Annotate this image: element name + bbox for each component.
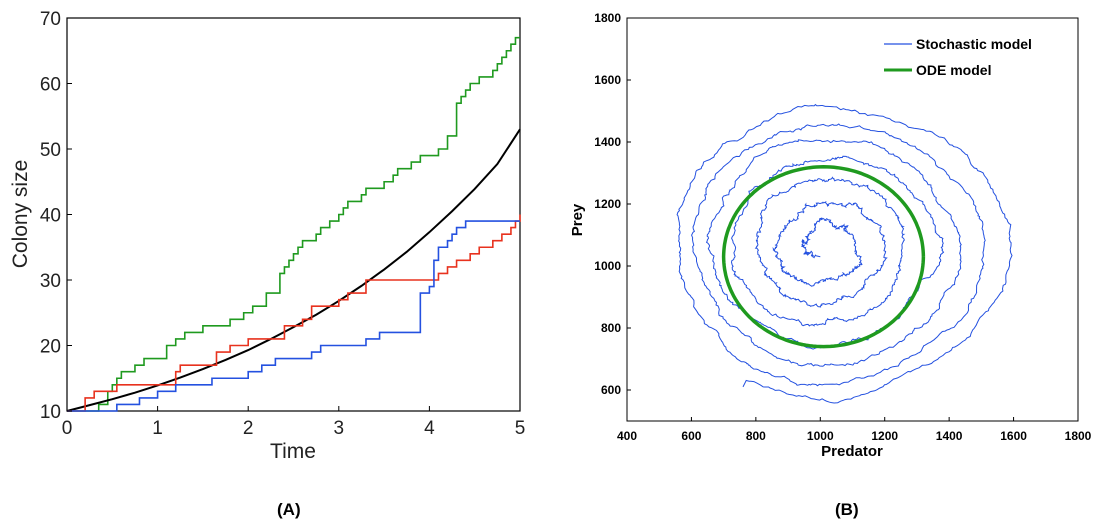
ticks-a: 0 1 2 3 4 5 10 20 30 40 50 60 70 <box>40 9 525 439</box>
y-tick-label-b: 800 <box>601 321 621 335</box>
y-tick-label-b: 1200 <box>594 197 621 211</box>
x-tick-label-a: 0 <box>62 418 73 439</box>
y-tick-label-a: 50 <box>40 140 61 161</box>
series-line-a-0 <box>67 36 520 412</box>
x-tick-label-b: 1000 <box>807 429 834 443</box>
panel-label-a: (A) <box>277 500 301 519</box>
series-line-ode <box>721 165 926 349</box>
x-axis-label-b: Predator <box>821 443 883 460</box>
y-tick-label-a: 40 <box>40 206 61 227</box>
y-tick-label-b: 600 <box>601 383 621 397</box>
y-tick-label-b: 1400 <box>594 135 621 149</box>
x-tick-label-a: 4 <box>424 418 435 439</box>
y-tick-label-b: 1600 <box>594 73 621 87</box>
series-line-a-3 <box>67 220 520 412</box>
x-tick-label-a: 3 <box>334 418 345 439</box>
plot-area-a <box>66 17 521 412</box>
x-tick-label-b: 1800 <box>1065 429 1092 443</box>
series-line-a-2 <box>67 214 521 412</box>
x-tick-label-b: 600 <box>681 429 701 443</box>
x-axis-label-a: Time <box>270 440 316 463</box>
panel-label-b: (B) <box>835 500 859 519</box>
chart-b: 400 600 800 1000 1200 1400 1600 1800 600 800 1000 1… <box>569 11 1092 460</box>
series-line-stochastic <box>676 103 1013 404</box>
chart-a: 0 1 2 3 4 5 10 20 30 40 50 60 70 Time Colony size <box>9 9 525 463</box>
legend-label-ode: ODE model <box>916 62 991 78</box>
y-tick-label-b: 1000 <box>594 259 621 273</box>
legend-b: Stochastic model ODE model <box>884 36 1032 78</box>
x-tick-label-b: 1200 <box>871 429 898 443</box>
x-tick-label-b: 1600 <box>1000 429 1027 443</box>
series-group-a <box>66 36 521 412</box>
y-tick-label-a: 10 <box>40 402 61 423</box>
legend-label-stochastic: Stochastic model <box>916 36 1032 52</box>
x-tick-label-b: 1400 <box>936 429 963 443</box>
x-tick-label-b: 800 <box>746 429 766 443</box>
series-line-a-1 <box>66 128 521 412</box>
y-tick-label-b: 1800 <box>594 11 621 25</box>
x-tick-label-a: 5 <box>515 418 526 439</box>
y-tick-label-a: 70 <box>40 9 61 30</box>
y-axis-label-b: Prey <box>569 203 586 236</box>
y-tick-label-a: 30 <box>40 271 61 292</box>
y-axis-label-a: Colony size <box>9 160 32 269</box>
ticks-b: 400 600 800 1000 1200 1400 1600 1800 600 800 1000 1… <box>594 11 1091 443</box>
x-tick-label-a: 1 <box>152 418 163 439</box>
y-tick-label-a: 20 <box>40 337 61 358</box>
y-tick-label-a: 60 <box>40 75 61 96</box>
x-tick-label-a: 2 <box>243 418 254 439</box>
x-tick-label-b: 400 <box>617 429 637 443</box>
plot-area-b <box>626 17 1079 422</box>
series-group-b <box>676 103 1013 404</box>
